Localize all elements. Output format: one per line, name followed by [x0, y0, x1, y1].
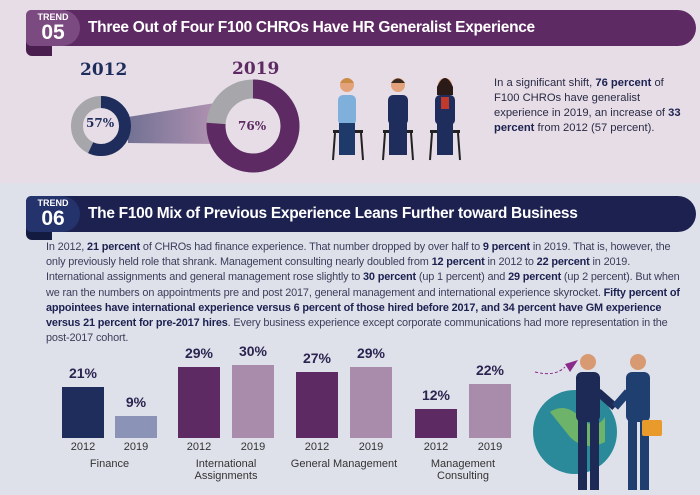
text-segment: 12 percent: [431, 256, 485, 269]
bar-value-label: 29%: [356, 344, 386, 361]
handshake-globe-illustration: [533, 354, 662, 490]
bar-value-label: 12%: [421, 386, 451, 403]
bar-year-label: 2012: [70, 441, 96, 453]
bar-value-label: 9%: [125, 393, 147, 410]
category-label: Management Consulting: [430, 458, 496, 482]
briefcase-icon: [642, 420, 662, 436]
bar-2012: [296, 371, 338, 438]
bar-value-label: 27%: [302, 349, 332, 366]
text-segment: 76 percent: [595, 77, 652, 89]
donut-value-arc: [71, 96, 131, 156]
trend-05-badge: TREND 05: [26, 10, 80, 46]
bar-2019: [232, 364, 274, 438]
bar-year-label: 2019: [240, 441, 266, 453]
connector: [128, 103, 215, 144]
trend-05-description: In a significant shift, 76 percent of F1…: [494, 76, 684, 136]
bar-2019: [115, 415, 157, 438]
bar-year-label: 2012: [186, 441, 212, 453]
text-segment: from 2012 (57 percent).: [534, 122, 655, 134]
seated-people-illustration: [332, 78, 461, 161]
bar-year-label: 2012: [304, 441, 330, 453]
badge-number: 05: [41, 21, 65, 44]
donut-2012-label: 57%: [86, 116, 115, 130]
donut-2019-year: 2019: [232, 59, 280, 79]
badge-label: TREND: [37, 198, 69, 208]
text-segment: of F100 CHROs have generalist experience…: [494, 77, 669, 119]
text-segment: in 2012 to: [484, 256, 537, 269]
category-label: General Management: [290, 458, 398, 470]
text-segment: 29 percent: [508, 271, 562, 284]
paper-plane-icon: [565, 360, 578, 372]
bar-value-label: 21%: [68, 364, 98, 381]
text-segment: 21 percent: [87, 241, 141, 253]
donut-value-arc: [206, 79, 300, 173]
bar-value-label: 22%: [475, 362, 505, 379]
person-man-icon: [382, 78, 414, 161]
person-woman-icon: [332, 78, 364, 161]
donut-charts: [71, 79, 300, 173]
trend-06-title: The F100 Mix of Previous Experience Lean…: [88, 205, 578, 222]
category-label: International Assignments: [194, 458, 258, 482]
text-segment: of CHROs had finance experience. That nu…: [140, 241, 483, 253]
text-segment: in 2019. International assignments and g…: [46, 256, 631, 284]
donut-2019-label: 76%: [238, 119, 267, 133]
businessman-right-icon: [611, 354, 650, 490]
badge-label: TREND: [37, 12, 69, 22]
text-segment: (up 2 percent). But when we ran the numb…: [46, 271, 680, 299]
bar-year-label: 2019: [477, 441, 503, 453]
person-woman-2-icon: [429, 78, 461, 161]
text-segment: 33 percent: [494, 107, 681, 134]
bar-2019: [350, 366, 392, 438]
bar-2019: [469, 384, 511, 438]
bar-2012: [62, 386, 104, 438]
trend-05-title: Three Out of Four F100 CHROs Have HR Gen…: [88, 19, 535, 36]
donut-2019: [206, 79, 300, 173]
text-segment: in 2019. That is, however, the only prev…: [46, 241, 671, 269]
bar-year-label: 2019: [358, 441, 384, 453]
text-segment: . Every business experience except corpo…: [46, 317, 668, 345]
text-segment: Fifty percent of appointees have interna…: [46, 286, 680, 330]
text-segment: (up 1 percent) and: [416, 271, 509, 284]
text-segment: 22 percent: [536, 256, 590, 269]
trend-06-header: TREND 06 The F100 Mix of Previous Experi…: [26, 196, 696, 232]
bar-value-label: 30%: [238, 342, 268, 359]
text-segment: In a significant shift,: [494, 77, 596, 89]
text-segment: In 2012,: [46, 241, 88, 253]
text-segment: 30 percent: [363, 271, 416, 284]
category-label: Finance: [89, 458, 130, 470]
trend-06-description: In 2012, 21 percent of CHROs had finance…: [46, 240, 686, 346]
badge-number: 06: [41, 207, 65, 230]
bar-year-label: 2012: [423, 441, 449, 453]
bar-value-label: 29%: [184, 344, 214, 361]
bar-year-label: 2019: [123, 441, 149, 453]
bar-2012: [178, 366, 220, 438]
donut-2012: [71, 96, 131, 156]
bar-2012: [415, 408, 457, 438]
text-segment: 9 percent: [482, 241, 530, 253]
donut-2012-year: 2012: [80, 60, 128, 80]
trend-05-header: TREND 05 Three Out of Four F100 CHROs Ha…: [26, 10, 696, 46]
trend-06-badge: TREND 06: [26, 196, 80, 232]
